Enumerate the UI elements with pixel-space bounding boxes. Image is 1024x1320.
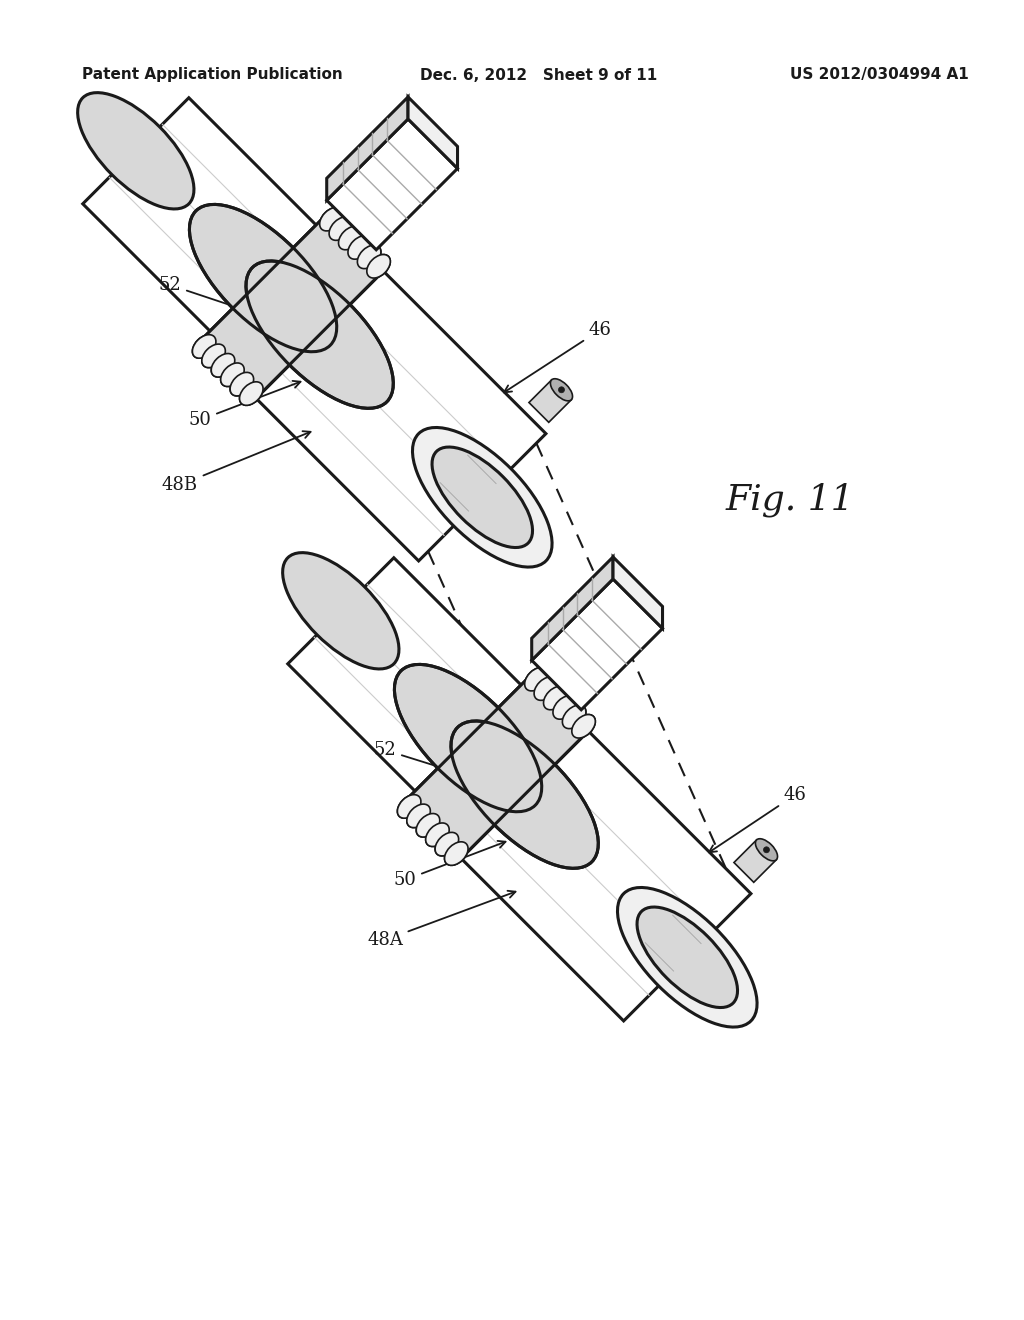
Ellipse shape xyxy=(426,822,450,846)
Polygon shape xyxy=(529,380,571,422)
Ellipse shape xyxy=(413,428,552,568)
Polygon shape xyxy=(256,271,546,561)
Text: 52: 52 xyxy=(159,276,255,314)
Polygon shape xyxy=(531,557,613,660)
Text: 48A: 48A xyxy=(367,891,515,949)
Text: Fig. 11: Fig. 11 xyxy=(726,483,854,517)
Ellipse shape xyxy=(551,379,572,401)
Ellipse shape xyxy=(562,705,586,729)
Ellipse shape xyxy=(444,842,468,866)
Ellipse shape xyxy=(571,714,595,738)
Ellipse shape xyxy=(329,216,352,240)
Ellipse shape xyxy=(240,381,263,405)
Polygon shape xyxy=(531,579,663,710)
Ellipse shape xyxy=(544,686,567,710)
Ellipse shape xyxy=(230,372,254,396)
Polygon shape xyxy=(327,96,408,201)
Ellipse shape xyxy=(571,714,595,738)
Text: 50: 50 xyxy=(188,381,300,429)
Polygon shape xyxy=(401,671,592,862)
Ellipse shape xyxy=(367,255,390,279)
Ellipse shape xyxy=(202,345,225,368)
Ellipse shape xyxy=(367,255,390,279)
Ellipse shape xyxy=(558,387,564,393)
Ellipse shape xyxy=(535,677,558,701)
Ellipse shape xyxy=(544,686,567,710)
Ellipse shape xyxy=(193,335,216,358)
Ellipse shape xyxy=(562,705,586,729)
Ellipse shape xyxy=(444,842,468,866)
Ellipse shape xyxy=(637,907,737,1007)
Ellipse shape xyxy=(220,363,244,387)
Polygon shape xyxy=(196,211,387,401)
Ellipse shape xyxy=(432,447,532,548)
Ellipse shape xyxy=(211,354,234,378)
Polygon shape xyxy=(401,671,592,862)
Ellipse shape xyxy=(451,721,598,869)
Ellipse shape xyxy=(756,838,777,861)
Ellipse shape xyxy=(348,236,372,259)
Ellipse shape xyxy=(357,246,381,269)
Ellipse shape xyxy=(407,804,430,828)
Polygon shape xyxy=(461,731,751,1020)
Polygon shape xyxy=(734,840,776,882)
Ellipse shape xyxy=(764,847,769,853)
Ellipse shape xyxy=(348,236,372,259)
Ellipse shape xyxy=(535,677,558,701)
Ellipse shape xyxy=(435,833,459,855)
Ellipse shape xyxy=(435,833,459,855)
Text: 46: 46 xyxy=(709,785,807,853)
Text: US 2012/0304994 A1: US 2012/0304994 A1 xyxy=(790,67,969,82)
Polygon shape xyxy=(83,98,316,331)
Ellipse shape xyxy=(211,354,234,378)
Ellipse shape xyxy=(357,246,381,269)
Polygon shape xyxy=(613,557,663,628)
Ellipse shape xyxy=(553,696,577,719)
Text: 52: 52 xyxy=(374,741,461,775)
Ellipse shape xyxy=(283,553,399,669)
Ellipse shape xyxy=(319,207,343,231)
Ellipse shape xyxy=(524,668,548,690)
Polygon shape xyxy=(327,119,458,249)
Ellipse shape xyxy=(189,205,337,351)
Ellipse shape xyxy=(394,664,542,812)
Ellipse shape xyxy=(339,226,362,249)
Ellipse shape xyxy=(397,795,421,818)
Ellipse shape xyxy=(416,813,439,837)
Polygon shape xyxy=(408,96,458,169)
Ellipse shape xyxy=(397,795,421,818)
Ellipse shape xyxy=(319,207,343,231)
Ellipse shape xyxy=(617,887,757,1027)
Text: 50: 50 xyxy=(393,841,506,888)
Ellipse shape xyxy=(524,668,548,690)
Ellipse shape xyxy=(202,345,225,368)
Text: Patent Application Publication: Patent Application Publication xyxy=(82,67,343,82)
Ellipse shape xyxy=(230,372,254,396)
Ellipse shape xyxy=(193,335,216,358)
Ellipse shape xyxy=(426,822,450,846)
Polygon shape xyxy=(196,211,387,401)
Ellipse shape xyxy=(246,261,393,408)
Ellipse shape xyxy=(78,92,194,209)
Ellipse shape xyxy=(416,813,439,837)
Polygon shape xyxy=(288,558,521,791)
Ellipse shape xyxy=(553,696,577,719)
Ellipse shape xyxy=(329,216,352,240)
Ellipse shape xyxy=(407,804,430,828)
Text: Dec. 6, 2012   Sheet 9 of 11: Dec. 6, 2012 Sheet 9 of 11 xyxy=(420,67,657,82)
Ellipse shape xyxy=(240,381,263,405)
Ellipse shape xyxy=(220,363,244,387)
Text: 46: 46 xyxy=(504,321,611,392)
Text: 48B: 48B xyxy=(162,432,310,494)
Ellipse shape xyxy=(339,226,362,249)
